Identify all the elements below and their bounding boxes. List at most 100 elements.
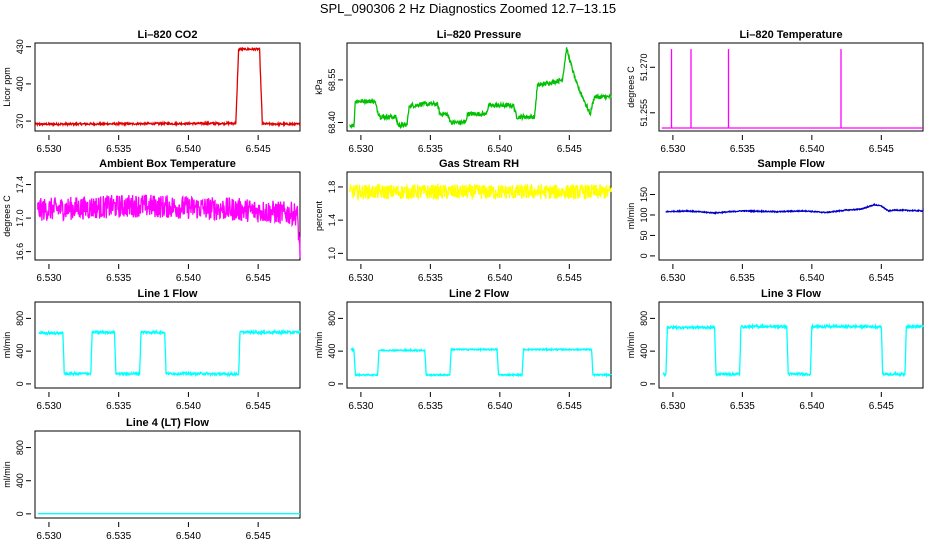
y-tick-label: 400 xyxy=(327,344,337,359)
y-tick-label: 400 xyxy=(15,344,25,359)
series-line xyxy=(350,346,612,378)
x-tick-label: 6.540 xyxy=(176,531,201,540)
x-tick-label: 6.545 xyxy=(869,144,894,155)
y-axis-label: percent xyxy=(314,200,324,231)
x-tick-label: 6.530 xyxy=(348,273,373,284)
x-tick-label: 6.545 xyxy=(246,273,271,284)
y-axis-label: ml/min xyxy=(2,332,12,359)
x-tick-label: 6.545 xyxy=(557,144,582,155)
x-tick-label: 6.535 xyxy=(106,273,131,284)
x-tick-label: 6.545 xyxy=(246,144,271,155)
x-tick-label: 6.545 xyxy=(246,401,271,412)
series-line xyxy=(349,47,612,130)
y-tick-label: 800 xyxy=(15,311,25,326)
y-tick-label: 17.4 xyxy=(15,176,25,194)
x-tick-label: 6.530 xyxy=(660,144,685,155)
y-tick-label: 400 xyxy=(15,76,25,91)
y-axis-label: degrees C xyxy=(2,195,12,237)
x-tick-label: 6.535 xyxy=(418,273,443,284)
y-axis-label: degrees C xyxy=(626,66,636,108)
plot-frame xyxy=(34,171,301,261)
y-tick-label: 0 xyxy=(639,253,649,258)
chart-panel: Ambient Box Temperature degrees C 6.530 6.5… xyxy=(2,158,301,284)
x-tick-label: 6.535 xyxy=(106,144,131,155)
y-tick-label: 370 xyxy=(15,114,25,129)
y-tick-label: 16.6 xyxy=(15,243,25,261)
x-tick-label: 6.540 xyxy=(176,273,201,284)
x-tick-label: 6.545 xyxy=(557,401,582,412)
y-tick-label: 400 xyxy=(15,473,25,488)
figure-title: SPL_090306 2 Hz Diagnostics Zoomed 12.7–… xyxy=(319,1,617,16)
y-tick-label: 1.4 xyxy=(327,214,337,227)
chart-panel: Li–820 Pressure kPa 6.530 6.535 6.540 6.545 68… xyxy=(314,29,612,155)
y-axis-label: kPa xyxy=(314,79,324,95)
chart-panel: Line 3 Flow ml/min 6.530 6.535 6.540 6.545 0 40… xyxy=(626,288,924,412)
chart-title: Line 1 Flow xyxy=(138,288,198,300)
plot-frame xyxy=(346,171,612,261)
y-tick-label: 800 xyxy=(15,440,25,455)
series-line xyxy=(665,202,924,215)
chart-panel: Li–820 Temperature degrees C 6.530 6.535 6.5… xyxy=(626,29,924,155)
chart-panel: Line 4 (LT) Flow ml/min 6.530 6.535 6.540 6.5… xyxy=(2,417,301,540)
x-tick-label: 6.530 xyxy=(36,531,61,540)
plot-frame xyxy=(34,301,301,389)
plot-frame xyxy=(346,42,612,132)
chart-title: Li–820 Temperature xyxy=(739,29,842,41)
x-tick-label: 6.540 xyxy=(176,144,201,155)
y-tick-label: 800 xyxy=(327,311,337,326)
y-tick-label: 0 xyxy=(15,511,25,516)
x-tick-label: 6.545 xyxy=(869,401,894,412)
x-tick-label: 6.540 xyxy=(487,273,512,284)
plot-frame xyxy=(658,301,924,389)
y-tick-label: 0 xyxy=(639,381,649,386)
chart-title: Sample Flow xyxy=(757,158,825,170)
y-tick-label: 400 xyxy=(639,344,649,359)
series-line xyxy=(34,46,301,128)
y-tick-label: 0 xyxy=(15,381,25,386)
series-line xyxy=(38,328,301,378)
x-tick-label: 6.540 xyxy=(799,273,824,284)
chart-panel: Sample Flow ml/min 6.530 6.535 6.540 6.545 0 50… xyxy=(626,158,924,284)
x-tick-label: 6.545 xyxy=(869,273,894,284)
x-tick-label: 6.535 xyxy=(730,144,755,155)
x-tick-label: 6.535 xyxy=(418,401,443,412)
chart-panel: Line 1 Flow ml/min 6.530 6.535 6.540 6.545 0 40… xyxy=(2,288,301,412)
y-tick-label: 51.255 xyxy=(639,99,649,127)
chart-title: Li–820 CO2 xyxy=(138,29,198,41)
x-tick-label: 6.535 xyxy=(106,531,131,540)
chart-panel: Line 2 Flow ml/min 6.530 6.535 6.540 6.545 0 40… xyxy=(314,288,612,412)
x-tick-label: 6.530 xyxy=(660,401,685,412)
y-tick-label: 1.8 xyxy=(327,181,337,194)
y-axis-label: Licor ppm xyxy=(2,67,12,107)
x-tick-label: 6.540 xyxy=(799,144,824,155)
plot-frame xyxy=(658,42,924,132)
chart-title: Line 4 (LT) Flow xyxy=(126,417,209,429)
y-axis-label: ml/min xyxy=(626,332,636,359)
x-tick-label: 6.530 xyxy=(660,273,685,284)
x-tick-label: 6.540 xyxy=(799,401,824,412)
y-axis-label: ml/min xyxy=(626,203,636,230)
series-line xyxy=(662,322,924,378)
y-tick-label: 1.0 xyxy=(327,247,337,260)
y-tick-label: 0 xyxy=(327,381,337,386)
x-tick-label: 6.530 xyxy=(348,144,373,155)
y-tick-label: 17.0 xyxy=(15,209,25,227)
x-tick-label: 6.540 xyxy=(487,401,512,412)
series-line xyxy=(661,49,923,129)
y-tick-label: 430 xyxy=(15,39,25,54)
x-tick-label: 6.530 xyxy=(36,144,61,155)
series-line xyxy=(37,194,301,258)
y-tick-label: 800 xyxy=(639,311,649,326)
x-tick-label: 6.530 xyxy=(36,401,61,412)
chart-title: Line 3 Flow xyxy=(761,288,821,300)
plot-frame xyxy=(346,301,612,389)
chart-panel: Gas Stream RH percent 6.530 6.535 6.540 6.545… xyxy=(314,158,612,284)
plot-frame xyxy=(34,430,301,519)
plot-frame xyxy=(658,171,924,261)
x-tick-label: 6.545 xyxy=(557,273,582,284)
x-tick-label: 6.545 xyxy=(246,531,271,540)
x-tick-label: 6.530 xyxy=(348,401,373,412)
y-tick-label: 68.40 xyxy=(327,111,337,134)
x-tick-label: 6.535 xyxy=(106,401,131,412)
